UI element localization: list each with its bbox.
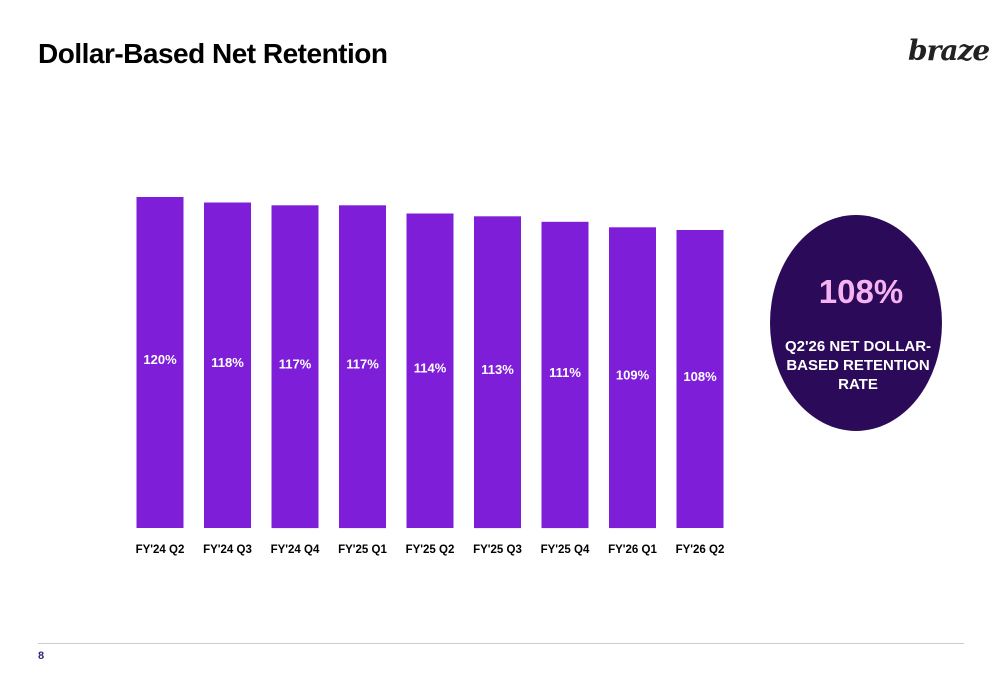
x-tick-label-1: FY'24 Q2 xyxy=(136,544,185,556)
bar-8 xyxy=(609,227,656,529)
bar-value-label-3: 117% xyxy=(279,356,312,371)
x-tick-label-4: FY'25 Q1 xyxy=(338,544,387,556)
x-tick-label-7: FY'25 Q4 xyxy=(541,544,590,556)
bar-1 xyxy=(136,197,184,528)
callout-value: 108% xyxy=(819,273,903,310)
x-tick-label-6: FY'25 Q3 xyxy=(473,544,522,556)
x-tick-label-5: FY'25 Q2 xyxy=(406,544,455,556)
bar-value-label-2: 118% xyxy=(211,355,244,370)
bar-3 xyxy=(271,205,319,529)
bar-2 xyxy=(204,202,251,528)
bar-4 xyxy=(339,205,386,529)
callout-line-2: BASED RETENTION xyxy=(786,357,929,374)
bar-6 xyxy=(474,216,521,529)
bar-7 xyxy=(541,221,589,529)
bar-value-label-5: 114% xyxy=(414,361,447,376)
callout-ellipse xyxy=(770,215,942,431)
bar-value-label-7: 111% xyxy=(549,365,581,380)
footer-divider xyxy=(38,643,964,644)
braze-logo: braze xyxy=(908,34,990,67)
bar-5 xyxy=(406,213,454,528)
bar-value-label-1: 120% xyxy=(143,352,177,367)
bars-layer xyxy=(136,197,724,529)
callout-line-1: Q2'26 NET DOLLAR- xyxy=(785,338,931,355)
retention-callout: 108% Q2'26 NET DOLLAR- BASED RETENTION R… xyxy=(770,215,942,431)
bar-9 xyxy=(676,230,724,528)
x-tick-label-3: FY'24 Q4 xyxy=(271,544,320,556)
bar-value-label-9: 108% xyxy=(683,369,717,384)
bar-labels-layer: 120% 118% 117% 117% 114% 113% 111% 109% 108% xyxy=(143,352,717,384)
bar-value-label-8: 109% xyxy=(616,368,650,383)
callout-line-3: RATE xyxy=(838,376,878,393)
x-tick-label-8: FY'26 Q1 xyxy=(608,544,657,556)
page-number: 8 xyxy=(38,650,45,662)
tick-labels-layer: FY'24 Q2 FY'24 Q3 FY'24 Q4 FY'25 Q1 FY'25 Q2… xyxy=(136,544,725,556)
bar-value-label-6: 113% xyxy=(481,362,514,377)
page-title: Dollar-Based Net Retention xyxy=(38,38,388,69)
bar-value-label-4: 117% xyxy=(346,356,379,371)
x-tick-label-2: FY'24 Q3 xyxy=(203,544,252,556)
x-tick-label-9: FY'26 Q2 xyxy=(676,544,725,556)
